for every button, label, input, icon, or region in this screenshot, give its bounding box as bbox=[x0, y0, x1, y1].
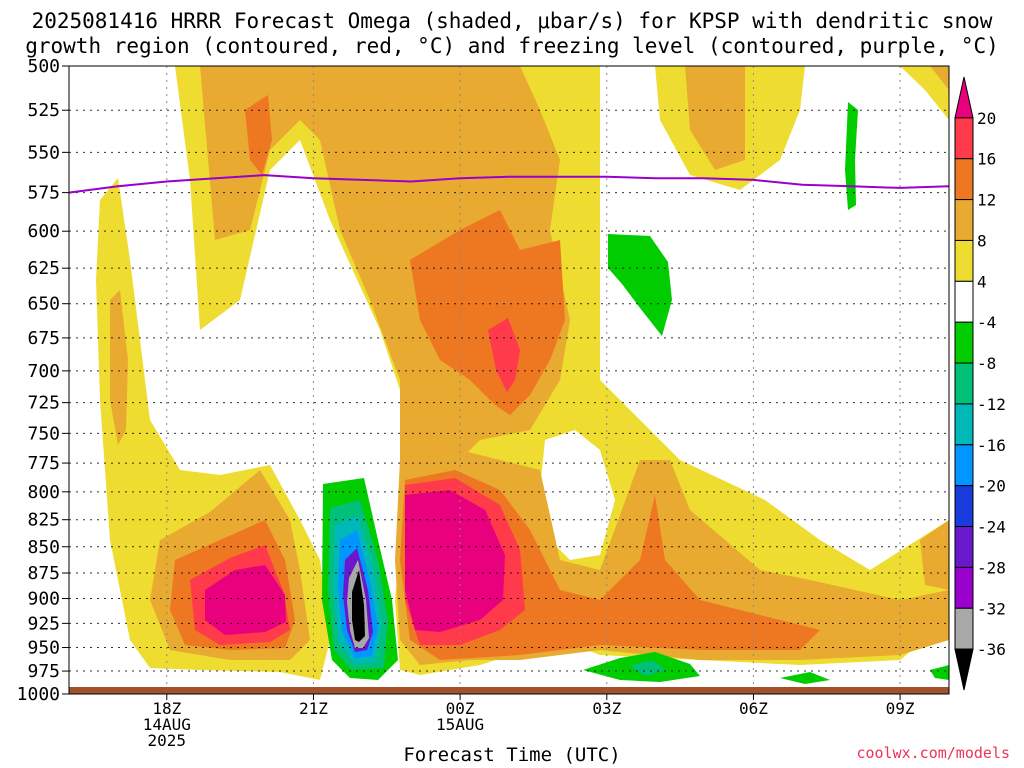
x-tick-label: 00Z bbox=[446, 699, 475, 718]
y-axis: 500 525 550 575 600 625 650 675 700 725 750 775 800 8… bbox=[17, 56, 69, 705]
colorbar-swatch bbox=[954, 280, 974, 323]
omega-region-neg-4-8 bbox=[608, 234, 672, 336]
x-tick-label: 21Z bbox=[299, 699, 328, 718]
y-tick-label: 575 bbox=[27, 183, 60, 204]
chart-title-line2: growth region (contoured, red, °C) and f… bbox=[25, 34, 999, 58]
colorbar-swatch bbox=[954, 526, 974, 568]
colorbar-label: -12 bbox=[977, 395, 1006, 414]
colorbar-label: -8 bbox=[977, 354, 996, 373]
plot-frame bbox=[68, 65, 950, 695]
colorbar-label: -28 bbox=[977, 558, 1006, 577]
ground-bar bbox=[69, 687, 949, 694]
omega-region-neg-4-8 bbox=[845, 102, 858, 210]
colorbar-label: -16 bbox=[977, 436, 1006, 455]
omega-region-white bbox=[540, 430, 615, 560]
colorbar-swatch bbox=[954, 566, 974, 609]
colorbar-swatch bbox=[954, 607, 974, 650]
y-tick-label: 850 bbox=[27, 537, 60, 558]
omega-region-below-neg-36 bbox=[352, 570, 365, 642]
y-tick-label: 650 bbox=[27, 294, 60, 315]
y-tick-label: 500 bbox=[27, 56, 60, 77]
colorbar-swatch bbox=[954, 321, 974, 364]
y-tick-label: 825 bbox=[27, 510, 60, 531]
omega-region-8-12 bbox=[930, 66, 949, 90]
y-tick-label: 1000 bbox=[17, 684, 60, 705]
y-tick-label: 800 bbox=[27, 482, 60, 503]
colorbar-label: 16 bbox=[977, 150, 996, 169]
colorbar-swatch bbox=[954, 239, 974, 282]
freezing-level-line bbox=[68, 174, 950, 194]
colorbar-swatch bbox=[954, 158, 974, 201]
omega-region-8-12 bbox=[685, 66, 745, 170]
colorbar-label: 20 bbox=[977, 109, 996, 128]
colorbar-label: 12 bbox=[977, 191, 996, 210]
colorbar-label: -4 bbox=[977, 313, 996, 332]
x-tick-date-label: 14AUG bbox=[143, 715, 191, 734]
colorbar-label: -20 bbox=[977, 477, 1006, 496]
omega-region-above-20 bbox=[205, 565, 286, 635]
y-tick-label: 625 bbox=[27, 258, 60, 279]
omega-region-8-12 bbox=[110, 290, 128, 445]
x-tick-label: 03Z bbox=[592, 699, 621, 718]
y-tick-label: 525 bbox=[27, 100, 60, 121]
omega-region-12-16 bbox=[410, 210, 565, 415]
colorbar-swatch bbox=[954, 199, 974, 241]
omega-region-4-8 bbox=[900, 66, 949, 120]
x-tick-label: 06Z bbox=[739, 699, 768, 718]
y-tick-label: 550 bbox=[27, 142, 60, 163]
colorbar-swatch bbox=[954, 485, 974, 528]
y-tick-label: 950 bbox=[27, 638, 60, 659]
omega-region-16-20 bbox=[488, 318, 520, 392]
colorbar: 20 16 12 8 4 -4 -8 -12 -16 -20 -24 -28 -32 -36 bbox=[954, 76, 1006, 691]
colorbar-label: 4 bbox=[977, 272, 987, 291]
y-tick-label: 725 bbox=[27, 393, 60, 414]
omega-region-8-12 bbox=[920, 520, 949, 590]
y-tick-label: 975 bbox=[27, 661, 60, 682]
y-tick-label: 875 bbox=[27, 563, 60, 584]
omega-region-12-16 bbox=[245, 95, 272, 175]
colorbar-label: -24 bbox=[977, 518, 1006, 537]
omega-region-above-20 bbox=[405, 490, 505, 632]
colorbar-label: -32 bbox=[977, 599, 1006, 618]
omega-region-neg-4-8 bbox=[930, 665, 949, 680]
colorbar-label: -36 bbox=[977, 640, 1006, 659]
watermark: coolwx.com/models bbox=[856, 744, 1010, 762]
x-tick-label: 18Z bbox=[152, 699, 181, 718]
colorbar-label: 8 bbox=[977, 231, 987, 250]
omega-region-neg-8-12 bbox=[630, 660, 666, 676]
chart-title-line1: 2025081416 HRRR Forecast Omega (shaded, … bbox=[31, 9, 993, 33]
y-tick-label: 675 bbox=[27, 328, 60, 349]
y-tick-label: 700 bbox=[27, 361, 60, 382]
y-tick-label: 750 bbox=[27, 423, 60, 444]
colorbar-swatch bbox=[954, 76, 974, 119]
x-tick-label: 09Z bbox=[886, 699, 915, 718]
omega-region-neg-4-8 bbox=[780, 672, 830, 684]
colorbar-swatch bbox=[954, 444, 974, 487]
y-tick-label: 925 bbox=[27, 613, 60, 634]
y-tick-label: 900 bbox=[27, 589, 60, 610]
y-tick-label: 775 bbox=[27, 453, 60, 474]
y-tick-label: 600 bbox=[27, 221, 60, 242]
x-tick-year-label: 2025 bbox=[148, 731, 187, 750]
x-axis-label: Forecast Time (UTC) bbox=[403, 744, 621, 766]
colorbar-swatch bbox=[954, 403, 974, 446]
colorbar-swatch bbox=[954, 362, 974, 405]
colorbar-swatch bbox=[954, 648, 974, 691]
colorbar-swatch bbox=[954, 117, 974, 160]
x-tick-date-label: 15AUG bbox=[436, 715, 484, 734]
